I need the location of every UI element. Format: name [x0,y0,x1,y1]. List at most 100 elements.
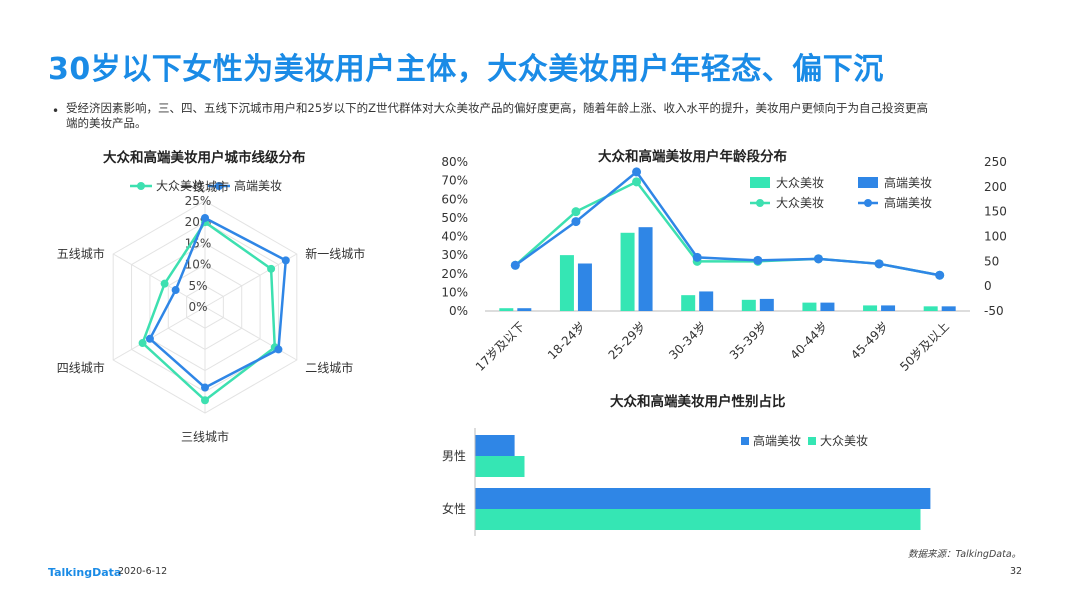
radar-axis-label: 五线城市 [57,246,105,261]
legend-label-2: 高端美妆 [234,178,282,193]
age-legend-label: 高端美妆 [884,195,932,210]
bullet-marker: • [52,104,60,118]
age-line-point-2 [632,167,642,177]
left-axis-tick-label: 60% [441,192,468,206]
age-line-point-2 [935,270,945,280]
radar-tick-label: 15% [185,236,212,250]
talkingdata-logo: TalkingData [48,566,122,579]
radar-axis-label: 四线城市 [57,360,105,375]
radar-axis-label: 新一线城市 [305,246,365,261]
gender-bar-series-2 [475,456,525,477]
gender-chart-title: 大众和高端美妆用户性别占比 [610,394,786,410]
summary-line-1: 受经济因素影响，三、四、五线下沉城市用户和25岁以下的Z世代群体对大众美妆产品的… [66,101,929,115]
age-category-label: 50岁及以上 [896,319,951,374]
right-axis-tick-label: 200 [984,180,1007,194]
age-category-label: 18-24岁 [544,319,588,363]
gender-category-label: 男性 [442,449,466,463]
age-bar-series-2 [577,263,592,311]
radar-series-2-point [274,345,283,354]
left-axis-tick-label: 0% [449,304,468,318]
age-line-point-2 [510,260,520,270]
age-bar-series-1 [499,308,514,311]
age-chart: 0% 10% 20% 30% 40% 50% 60% 70% 80% -50 0 50 100 150 20… [441,155,1007,374]
radar-axis-label: 三线城市 [181,429,229,444]
right-axis-tick-label: 250 [984,155,1007,169]
legend-marker-1 [137,182,145,190]
radar-series-1-point [267,264,276,273]
radar-axis-label: 二线城市 [305,360,353,375]
radar-chart: 大众美妆 高端美妆0%5%10%15%20%25%一线城市新一线城市二线城市三线城… [57,178,365,444]
page-number: 32 [1010,566,1023,577]
data-source: 数据来源：TalkingData。 [908,549,1022,560]
radar-chart-title: 大众和高端美妆用户城市线级分布 [103,150,306,166]
radar-tick-label: 0% [188,300,207,314]
radar-series-2-point [145,334,154,343]
gender-bar-series-1 [475,488,931,509]
radar-spoke-3 [204,306,298,361]
gender-legend-swatch-2 [808,437,816,445]
age-category-label: 35-39岁 [726,319,770,363]
age-legend-bar-swatch-1 [750,177,770,188]
age-line-point-2 [874,259,884,269]
age-bar-series-2 [820,302,835,311]
left-axis-tick-label: 30% [441,248,468,262]
age-line-series-2 [514,170,940,277]
right-axis-tick-label: 50 [984,254,999,268]
age-category-label: 40-44岁 [787,319,831,363]
age-bar-series-1 [620,232,635,311]
age-legend-label: 大众美妆 [776,176,824,190]
age-bar-series-1 [741,299,756,311]
age-legend-line-marker-2 [864,199,872,207]
age-chart-title: 大众和高端美妆用户年龄段分布 [598,149,787,165]
age-bar-series-2 [941,306,956,311]
age-bar-series-2 [638,227,653,311]
right-axis-tick-label: 100 [984,230,1007,244]
radar-axis-label: 一线城市 [181,179,229,194]
page-title: 30岁以下女性为美妆用户主体，大众美妆用户年轻态、偏下沉 [48,52,884,87]
right-axis-tick-label: -50 [984,304,1004,318]
left-axis-tick-label: 10% [441,285,468,299]
age-category-label: 25-29岁 [605,319,649,363]
age-legend-label: 高端美妆 [884,175,932,190]
age-bar-series-1 [681,295,696,311]
age-line-point-1 [571,207,581,217]
age-bar-series-1 [802,302,817,311]
age-bar-series-2 [699,291,714,311]
left-axis-tick-label: 70% [441,174,468,188]
age-line-point-2 [813,254,823,264]
radar-series-1-point [201,396,209,405]
age-bar-series-2 [517,308,532,311]
gender-bar-series-1 [475,435,515,456]
footer-date: 2020-6-12 [118,566,168,577]
legend-label-1: 大众美妆 [156,179,204,193]
right-axis-tick-label: 150 [984,205,1007,219]
radar-tick-label: 25% [185,194,212,208]
radar-series-1-point [138,339,147,348]
gender-bar-series-2 [475,509,921,530]
right-axis-tick-label: 0 [984,279,992,293]
radar-spoke-2 [204,253,298,308]
age-category-label: 30-34岁 [666,319,710,363]
gender-legend-label: 大众美妆 [820,434,868,448]
age-line-point-2 [692,252,702,262]
radar-spoke-6 [112,253,206,308]
radar-series-2-point [171,286,180,295]
radar-series-2-point [201,213,209,222]
radar-spoke-5 [112,306,206,361]
age-bar-series-1 [923,306,938,311]
radar-series-2-point [201,383,209,392]
age-legend-line-marker-1 [756,199,764,207]
age-bar-series-2 [759,298,774,311]
age-bar-series-1 [863,305,878,311]
radar-series-2-point [281,256,290,265]
age-bar-series-2 [881,305,896,311]
age-legend-label: 大众美妆 [776,196,824,210]
age-line-point-2 [753,255,763,265]
left-axis-tick-label: 50% [441,211,468,225]
gender-legend-swatch-1 [741,437,749,445]
left-axis-tick-label: 40% [441,230,468,244]
age-bar-series-1 [559,255,574,311]
age-category-label: 45-49岁 [847,319,891,363]
radar-series-1-point [160,279,169,288]
